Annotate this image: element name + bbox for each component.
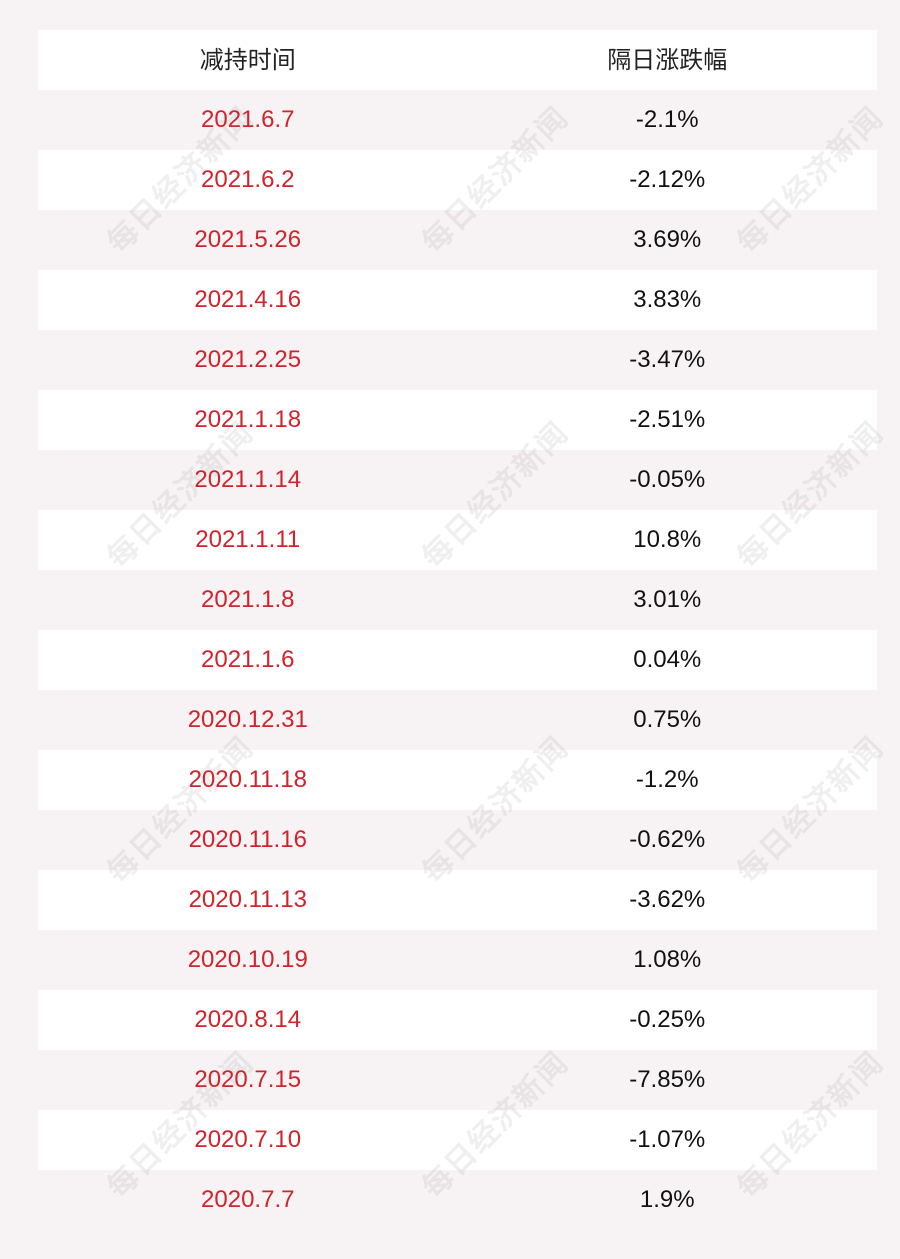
row-date: 2021.1.14 bbox=[194, 466, 302, 493]
data-table: 减持时间 隔日涨跌幅 2021.6.7 -2.1% 2021.6.2 -2.12% 20… bbox=[38, 30, 877, 1230]
row-change: -3.62% bbox=[629, 886, 706, 913]
table-row: 2020.11.16 -0.62% bbox=[38, 810, 877, 870]
table-row: 2021.1.14 -0.05% bbox=[38, 450, 877, 510]
row-date: 2020.7.10 bbox=[194, 1126, 302, 1153]
row-date: 2020.11.13 bbox=[188, 886, 307, 913]
row-date: 2020.11.18 bbox=[188, 766, 307, 793]
row-change: 10.8% bbox=[633, 526, 702, 553]
row-date: 2020.12.31 bbox=[187, 706, 308, 733]
table-row: 2020.10.19 1.08% bbox=[38, 930, 877, 990]
row-date: 2020.11.16 bbox=[188, 826, 307, 853]
row-change: -0.25% bbox=[629, 1006, 706, 1033]
row-date: 2020.8.14 bbox=[194, 1006, 302, 1033]
table-row: 2020.8.14 -0.25% bbox=[38, 990, 877, 1050]
row-date: 2020.7.15 bbox=[194, 1066, 302, 1093]
table-row: 2021.6.7 -2.1% bbox=[38, 90, 877, 150]
row-date: 2021.1.18 bbox=[194, 406, 302, 433]
row-change: 3.69% bbox=[633, 226, 702, 253]
row-date: 2021.1.8 bbox=[201, 586, 295, 613]
table-row: 2021.1.6 0.04% bbox=[38, 630, 877, 690]
table-row: 2020.7.7 1.9% bbox=[38, 1170, 877, 1230]
row-date: 2021.2.25 bbox=[194, 346, 302, 373]
row-change: -3.47% bbox=[629, 346, 706, 373]
row-change: -1.2% bbox=[635, 766, 699, 793]
row-date: 2021.1.6 bbox=[201, 646, 295, 673]
table-row: 2020.11.13 -3.62% bbox=[38, 870, 877, 930]
table-row: 2021.1.11 10.8% bbox=[38, 510, 877, 570]
row-change: -7.85% bbox=[629, 1066, 706, 1093]
table-row: 2020.7.15 -7.85% bbox=[38, 1050, 877, 1110]
table-row: 2021.4.16 3.83% bbox=[38, 270, 877, 330]
table-row: 2020.11.18 -1.2% bbox=[38, 750, 877, 810]
table-body: 2021.6.7 -2.1% 2021.6.2 -2.12% 2021.5.26 3.69… bbox=[38, 90, 877, 1230]
row-change: 3.01% bbox=[633, 586, 702, 613]
header-change: 隔日涨跌幅 bbox=[607, 46, 728, 74]
row-change: -1.07% bbox=[629, 1126, 706, 1153]
row-date: 2021.4.16 bbox=[194, 286, 302, 313]
row-change: -2.1% bbox=[635, 106, 699, 133]
table-row: 2021.2.25 -3.47% bbox=[38, 330, 877, 390]
table-row: 2021.5.26 3.69% bbox=[38, 210, 877, 270]
row-date: 2020.7.7 bbox=[201, 1186, 295, 1213]
row-date: 2021.5.26 bbox=[194, 226, 302, 253]
table-row: 2021.1.8 3.01% bbox=[38, 570, 877, 630]
row-date: 2021.6.2 bbox=[201, 166, 295, 193]
row-change: 1.9% bbox=[639, 1186, 695, 1213]
table-row: 2021.1.18 -2.51% bbox=[38, 390, 877, 450]
table-row: 2020.7.10 -1.07% bbox=[38, 1110, 877, 1170]
row-change: 0.75% bbox=[633, 706, 702, 733]
row-date: 2021.6.7 bbox=[201, 106, 295, 133]
row-date: 2021.1.11 bbox=[195, 526, 301, 553]
row-change: -0.05% bbox=[629, 466, 706, 493]
row-change: -0.62% bbox=[629, 826, 706, 853]
row-change: -2.12% bbox=[629, 166, 706, 193]
row-change: -2.51% bbox=[629, 406, 706, 433]
table-header-row: 减持时间 隔日涨跌幅 bbox=[38, 30, 877, 90]
row-change: 0.04% bbox=[633, 646, 702, 673]
table-row: 2021.6.2 -2.12% bbox=[38, 150, 877, 210]
row-date: 2020.10.19 bbox=[187, 946, 308, 973]
row-change: 3.83% bbox=[633, 286, 702, 313]
row-change: 1.08% bbox=[633, 946, 702, 973]
header-date: 减持时间 bbox=[199, 46, 296, 74]
table-row: 2020.12.31 0.75% bbox=[38, 690, 877, 750]
